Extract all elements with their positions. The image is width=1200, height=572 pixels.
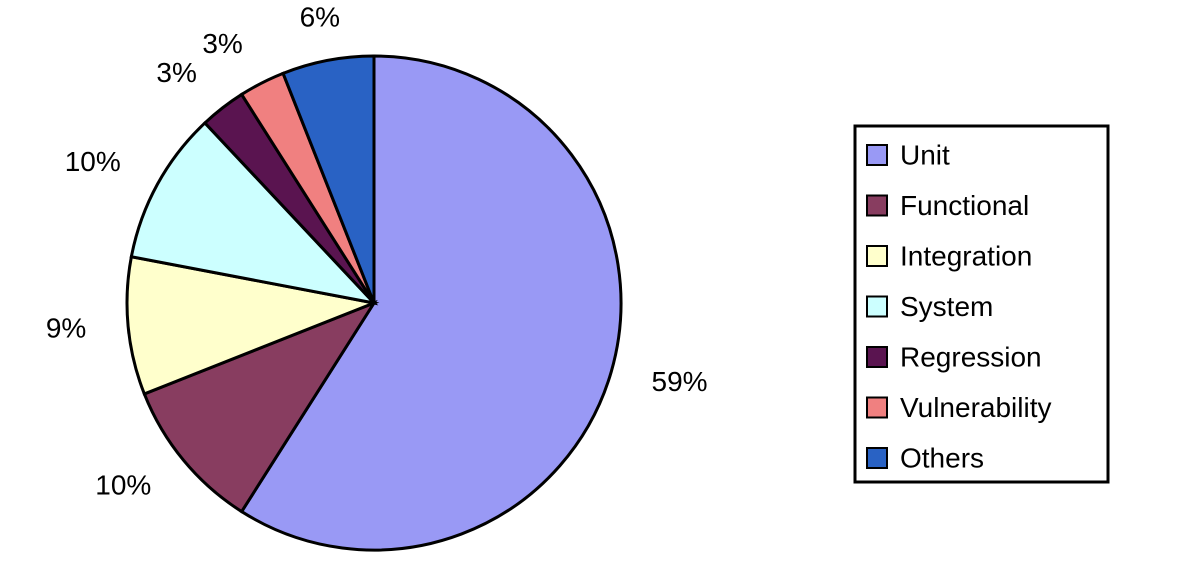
legend-box: [853, 124, 1110, 484]
slice-label: 10%: [95, 470, 151, 501]
legend-label: Unit: [900, 139, 950, 170]
legend-swatch: [866, 346, 888, 368]
slice-label: 3%: [156, 57, 196, 88]
legend-label: Vulnerability: [900, 392, 1051, 423]
pie-slice: [129, 120, 379, 306]
legend-swatch: [866, 447, 888, 469]
legend-label: Regression: [900, 341, 1042, 372]
slice-label: 10%: [65, 146, 121, 177]
slice-label: 59%: [652, 366, 708, 397]
pie-slice: [125, 254, 380, 396]
legend-swatch: [866, 396, 888, 419]
slice-label: 9%: [46, 313, 86, 344]
legend-label: Integration: [900, 240, 1032, 271]
legend-swatch: [866, 295, 888, 318]
legend-swatch: [866, 194, 888, 217]
legend-swatch: [866, 245, 888, 267]
legend-label: System: [900, 291, 993, 322]
pie-slice: [281, 54, 376, 304]
pie-slice: [239, 54, 623, 552]
slice-label: 6%: [300, 2, 340, 33]
legend-label: Others: [900, 442, 984, 473]
pie-slice: [142, 299, 378, 514]
legend-swatch: [866, 144, 888, 166]
legend-label: Functional: [900, 190, 1029, 221]
slice-label: 3%: [202, 28, 242, 59]
